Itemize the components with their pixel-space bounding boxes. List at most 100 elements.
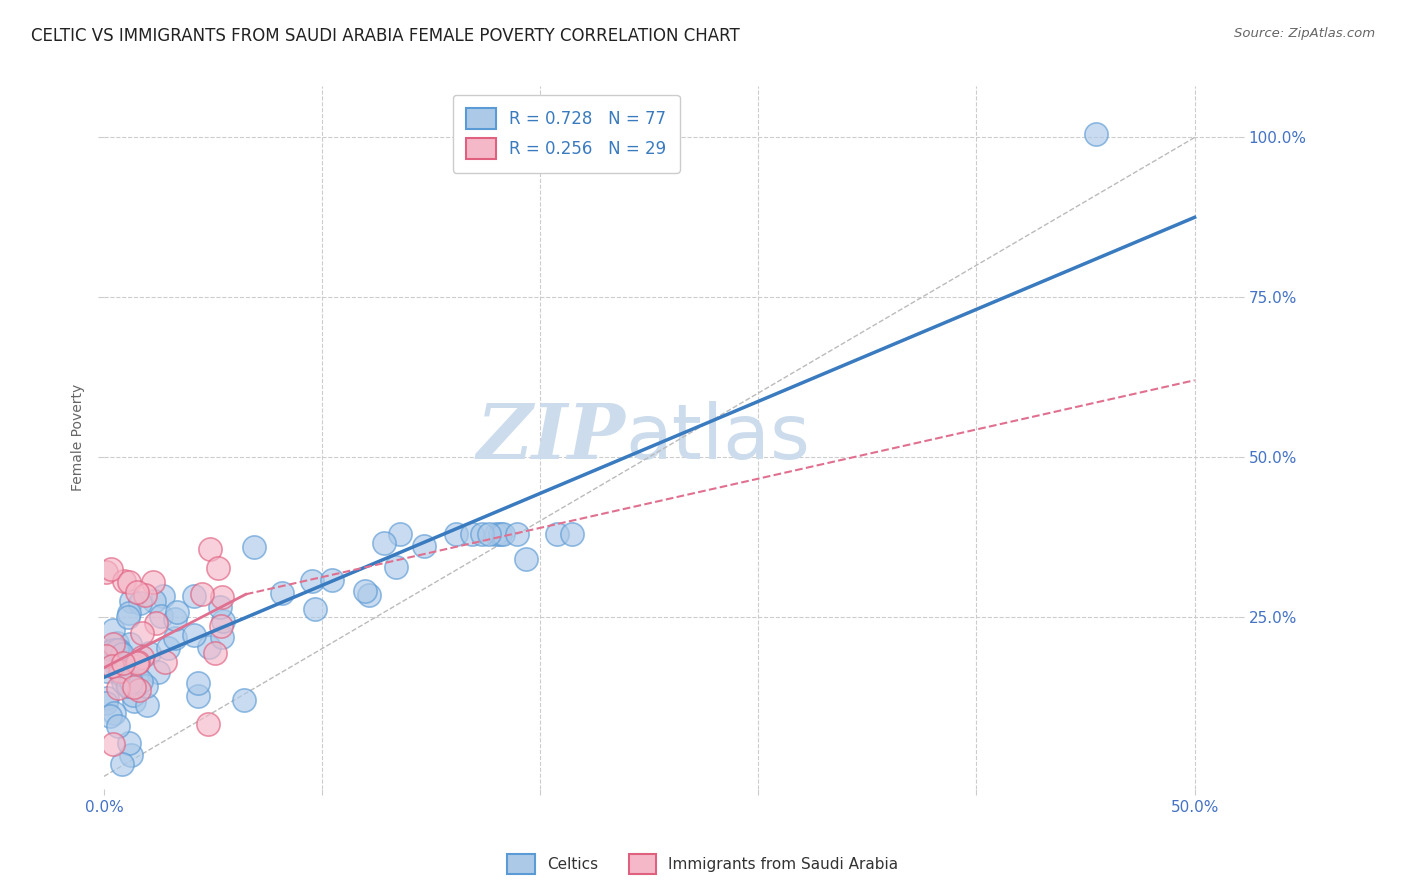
Point (100, 659, 122, 673)
Point (117, 680, 139, 694)
Point (489, 526, 512, 541)
Point (120, 748, 142, 763)
Point (108, 664, 131, 678)
Point (118, 606, 141, 620)
Point (129, 596, 152, 610)
Point (187, 676, 209, 690)
Point (208, 599, 231, 614)
Point (105, 657, 128, 672)
Point (117, 610, 139, 624)
Point (163, 612, 186, 626)
Point (183, 628, 205, 642)
Point (111, 647, 134, 661)
Point (111, 757, 134, 772)
Point (107, 681, 129, 696)
Legend: Celtics, Immigrants from Saudi Arabia: Celtics, Immigrants from Saudi Arabia (502, 848, 904, 880)
Point (166, 605, 188, 619)
Point (111, 650, 134, 665)
Point (212, 615, 235, 629)
Point (388, 526, 411, 541)
Point (148, 665, 170, 680)
Point (183, 589, 205, 603)
Point (124, 694, 146, 708)
Point (110, 667, 132, 681)
Point (118, 736, 141, 750)
Point (103, 624, 125, 638)
Point (413, 539, 436, 553)
Point (117, 664, 139, 678)
Point (101, 738, 124, 752)
Point (485, 526, 508, 541)
Point (107, 642, 129, 657)
Point (153, 655, 176, 669)
Point (114, 574, 136, 588)
Point (122, 680, 145, 694)
Point (546, 526, 568, 541)
Point (135, 679, 157, 693)
Point (478, 526, 501, 541)
Text: Source: ZipAtlas.com: Source: ZipAtlas.com (1234, 27, 1375, 40)
Point (127, 669, 149, 683)
Point (122, 688, 145, 702)
Point (165, 632, 187, 646)
Point (131, 625, 153, 640)
Point (460, 526, 482, 541)
Point (103, 706, 125, 720)
Point (197, 716, 219, 731)
Point (492, 526, 515, 541)
Point (118, 574, 141, 589)
Point (115, 679, 138, 693)
Point (187, 689, 209, 703)
Point (127, 656, 149, 670)
Point (136, 698, 159, 713)
Point (112, 657, 135, 671)
Point (96, 648, 118, 663)
Point (129, 673, 152, 688)
Point (105, 643, 128, 657)
Point (152, 589, 174, 603)
Point (321, 573, 343, 587)
Point (373, 536, 395, 550)
Point (143, 594, 166, 608)
Point (142, 574, 165, 589)
Legend: R = 0.728   N = 77, R = 0.256   N = 29: R = 0.728 N = 77, R = 0.256 N = 29 (453, 95, 679, 172)
Point (190, 587, 212, 601)
Point (211, 591, 233, 605)
Point (138, 646, 160, 660)
Point (515, 552, 537, 566)
Text: CELTIC VS IMMIGRANTS FROM SAUDI ARABIA FEMALE POVERTY CORRELATION CHART: CELTIC VS IMMIGRANTS FROM SAUDI ARABIA F… (31, 27, 740, 45)
Point (105, 636, 128, 650)
Point (111, 674, 134, 689)
Point (304, 601, 326, 615)
Point (357, 588, 380, 602)
Point (353, 583, 375, 598)
Point (100, 562, 122, 576)
Point (145, 616, 167, 631)
Point (96, 696, 118, 710)
Point (207, 561, 229, 575)
Point (209, 618, 232, 632)
Point (131, 650, 153, 665)
Point (101, 637, 124, 651)
Point (243, 540, 266, 554)
Text: atlas: atlas (626, 401, 811, 475)
Point (156, 640, 179, 655)
Point (107, 719, 129, 733)
Point (101, 642, 124, 657)
Point (301, 574, 323, 589)
Point (211, 630, 233, 644)
Point (385, 560, 408, 574)
Point (506, 526, 529, 541)
Point (150, 609, 173, 624)
Point (120, 637, 142, 651)
Y-axis label: Female Poverty: Female Poverty (72, 384, 86, 491)
Point (96, 665, 118, 679)
Point (120, 675, 142, 690)
Point (98, 708, 121, 723)
Point (96, 566, 118, 580)
Point (198, 640, 221, 654)
Point (446, 526, 468, 541)
Point (127, 657, 149, 671)
Point (120, 594, 142, 608)
Point (232, 693, 254, 707)
